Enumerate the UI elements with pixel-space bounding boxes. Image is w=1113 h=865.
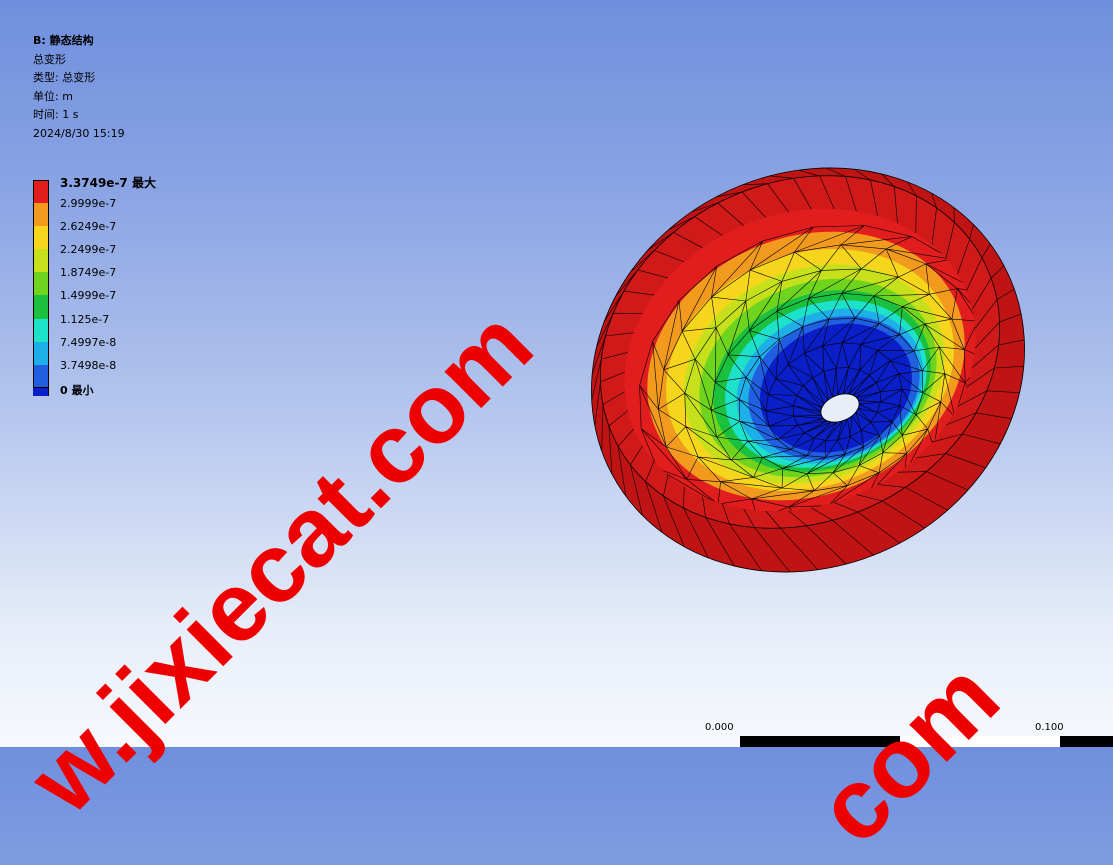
mesh-path — [639, 225, 999, 535]
legend-min-label: 0 最小 — [60, 384, 94, 397]
legend-label: 2.9999e-7 — [60, 197, 117, 211]
model-viewport[interactable] — [0, 0, 1113, 747]
legend-max-label: 3.3749e-7 最大 — [60, 176, 156, 190]
rim-mesh-path — [591, 167, 1025, 573]
legend-min-swatch — [33, 388, 49, 396]
scale-right-label: 0.100 — [1035, 722, 1064, 733]
result-unit: 单位: m — [33, 89, 73, 103]
result-info: B: 静态结构 总变形 类型: 总变形 单位: m 时间: 1 s 2024/8… — [33, 32, 125, 143]
result-date: 2024/8/30 15:19 — [33, 126, 125, 140]
scale-left-label: 0.000 — [705, 722, 734, 733]
mesh-lines — [639, 225, 999, 535]
result-type: 类型: 总变形 — [33, 71, 96, 84]
scale-segment-black — [740, 736, 900, 747]
legend-label: 1.125e-7 — [60, 312, 110, 326]
legend-label: 2.2499e-7 — [60, 243, 117, 257]
result-title: B: 静态结构 — [33, 34, 94, 47]
legend-label: 2.6249e-7 — [60, 220, 117, 234]
result-time: 时间: 1 s — [33, 108, 79, 121]
scale-segment-white — [900, 736, 1060, 747]
scale-bar: 0.000 0.100 — [705, 722, 1113, 747]
result-name: 总变形 — [33, 52, 66, 66]
bowl-model — [591, 167, 1025, 573]
rim-mesh-lines — [591, 167, 1025, 573]
scale-segment-black-2 — [1060, 736, 1113, 747]
legend-label: 1.4999e-7 — [60, 289, 117, 303]
legend-label: 7.4997e-8 — [60, 335, 117, 349]
legend-label: 1.8749e-7 — [60, 266, 117, 280]
legend-label: 3.7498e-8 — [60, 358, 117, 372]
